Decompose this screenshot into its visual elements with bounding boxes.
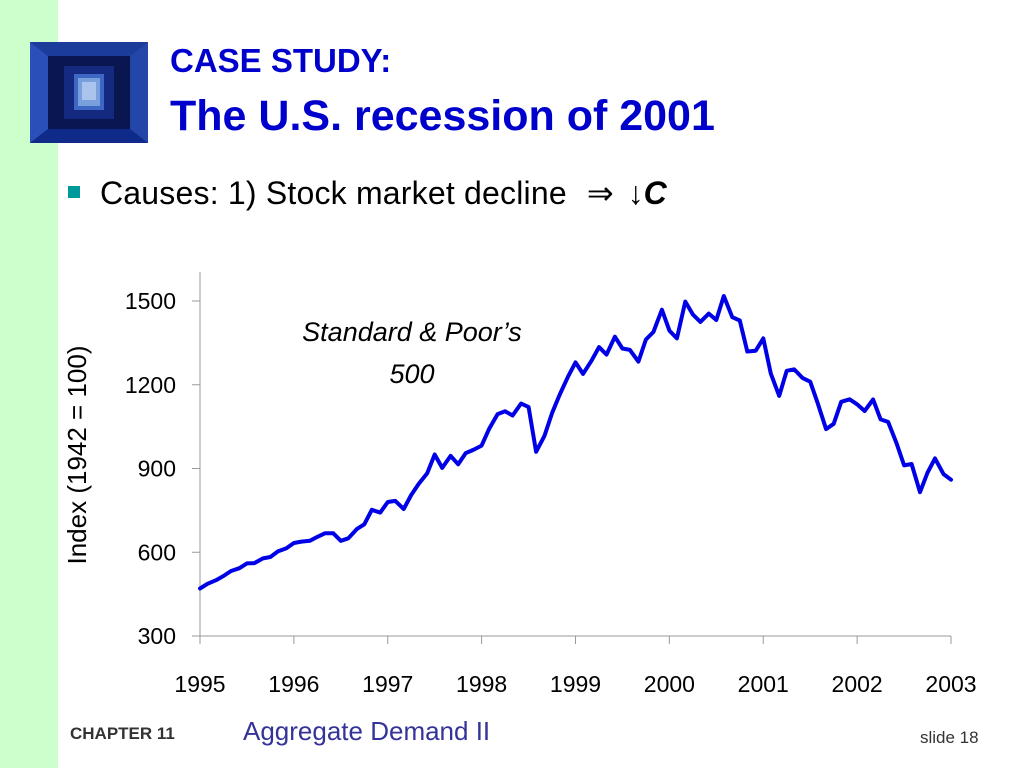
down-arrow-icon: ↓ — [627, 175, 644, 211]
y-tick-label: 900 — [138, 456, 176, 482]
footer-slide-number: slide 18 — [920, 728, 979, 747]
x-tick-label: 2001 — [738, 671, 789, 697]
chart-annotation-line1: Standard & Poor’s — [302, 317, 522, 347]
bullet-causes: Causes: 1) Stock market decline ⇒ ↓C — [68, 174, 667, 212]
chart-annotation-line2: 500 — [389, 359, 434, 389]
sp500-series-line — [198, 294, 953, 591]
x-tick-label: 1999 — [550, 671, 601, 697]
x-tick-label: 1995 — [174, 671, 225, 697]
y-tick-label: 1500 — [125, 288, 176, 314]
footer-chapter: CHAPTER 11 — [70, 724, 175, 743]
x-tick-label: 1996 — [268, 671, 319, 697]
y-tick-label: 1200 — [125, 372, 176, 398]
slide-title-line2: The U.S. recession of 2001 — [170, 92, 715, 140]
consumption-variable: C — [643, 175, 667, 211]
x-tick-label: 2003 — [925, 671, 976, 697]
slide-title-line1: CASE STUDY: — [170, 42, 392, 79]
x-tick-label: 1997 — [362, 671, 413, 697]
y-axis-label: Index (1942 = 100) — [62, 346, 92, 565]
tunnel-photo — [30, 42, 148, 143]
footer-title: Aggregate Demand II — [243, 716, 491, 746]
chart-ticks: 300 600 900 1200 1500 1995 1996 1997 1998 1999 200… — [125, 288, 977, 697]
bullet-square-icon — [68, 185, 80, 198]
x-tick-label: 2000 — [644, 671, 695, 697]
implies-arrow-icon: ⇒ — [586, 175, 614, 211]
x-tick-label: 1998 — [456, 671, 507, 697]
bullet-text: Causes: 1) Stock market decline — [100, 175, 567, 211]
y-tick-label: 600 — [138, 539, 176, 565]
y-tick-label: 300 — [138, 623, 176, 649]
x-tick-label: 2002 — [832, 671, 883, 697]
